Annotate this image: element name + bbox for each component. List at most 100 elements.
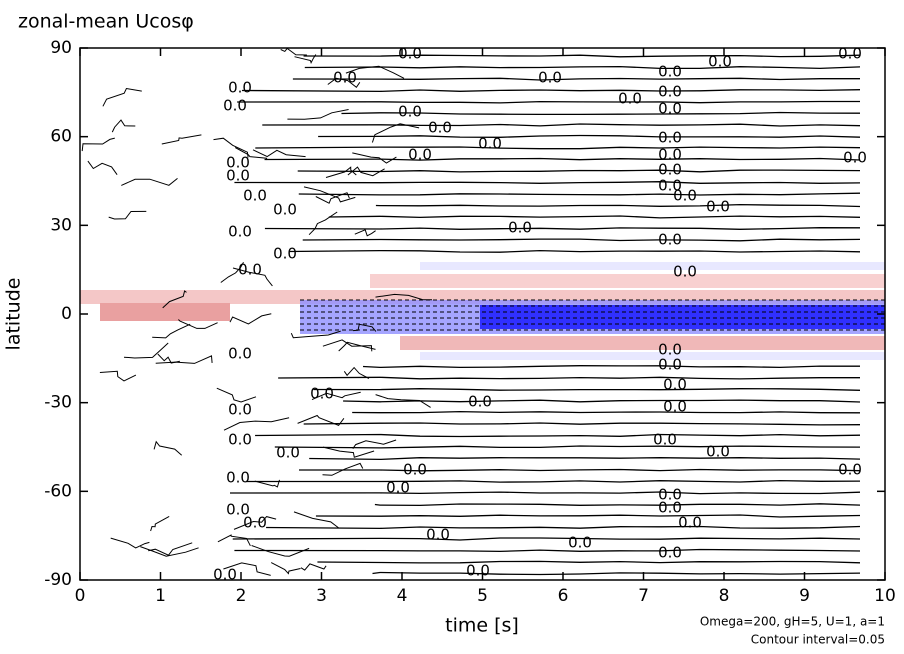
- contour-label: 0.0: [466, 562, 490, 580]
- contour-line: [230, 491, 861, 495]
- x-tick-label: 5: [477, 586, 488, 606]
- contour-line: [150, 515, 170, 532]
- contour-line: [264, 157, 861, 161]
- contour-line: [322, 339, 373, 352]
- contour-lines: [81, 47, 885, 576]
- contour-label: 0.0: [276, 444, 300, 462]
- contour-label: 0.0: [838, 461, 862, 479]
- contour-line: [287, 109, 349, 120]
- contour-line: [288, 249, 861, 253]
- contour-line: [309, 457, 861, 461]
- contour-line: [374, 503, 861, 507]
- contour-line: [297, 414, 345, 427]
- contour-line: [157, 353, 181, 364]
- contour-line: [299, 468, 861, 472]
- x-tick-label: 0: [75, 586, 86, 606]
- contour-label: 0.0: [618, 90, 642, 108]
- annotation: Omega=200, gH=5, U=1, a=1: [700, 615, 885, 629]
- contour-line: [315, 192, 350, 204]
- contour-line: [223, 417, 290, 431]
- contour-line: [375, 394, 431, 408]
- contour-label: 0.0: [658, 161, 682, 179]
- contour-label: 0.0: [408, 146, 432, 164]
- contour-line: [108, 210, 147, 220]
- contour-line: [362, 365, 861, 369]
- contour-label: 0.0: [273, 245, 297, 263]
- contour-label: 0.0: [658, 486, 682, 504]
- contour-line: [311, 391, 361, 401]
- x-tick-label: 10: [874, 586, 896, 606]
- contour-label: 0.0: [386, 479, 410, 497]
- y-tick-label: 0: [61, 304, 72, 324]
- contour-label: 0.0: [478, 135, 502, 153]
- contour-line: [217, 534, 251, 547]
- y-tick-label: 60: [50, 127, 72, 147]
- contour-line: [111, 119, 136, 133]
- contour-line: [264, 227, 861, 230]
- contour-label: 0.0: [658, 341, 682, 359]
- contour-line: [317, 560, 861, 564]
- contour-line: [347, 166, 385, 177]
- x-tick-label: 3: [316, 586, 327, 606]
- contour-line: [233, 516, 277, 530]
- contour-line: [220, 262, 244, 283]
- contour-line: [99, 370, 137, 382]
- contour-line: [155, 355, 213, 364]
- contour-line: [254, 479, 280, 488]
- contour-line: [270, 562, 301, 575]
- contour-line: [303, 422, 861, 426]
- x-tick-label: 7: [638, 586, 649, 606]
- contour-label: 0.0: [658, 499, 682, 517]
- contour-label: 0.0: [403, 461, 427, 479]
- contour-label: 0.0: [658, 356, 682, 374]
- contour-label: 0.0: [310, 385, 334, 403]
- contour-line: [216, 387, 257, 403]
- contour-label: 0.0: [398, 103, 422, 121]
- contour-line: [352, 410, 861, 414]
- contour-label: 0.0: [708, 53, 732, 71]
- field-shading: [80, 262, 885, 360]
- contour-line: [327, 77, 361, 89]
- contour-label: 0.0: [658, 100, 682, 118]
- contour-label: 0.0: [226, 154, 250, 172]
- contour-label: 0.0: [228, 79, 252, 97]
- contour-line: [234, 147, 268, 161]
- contour-label: 0.0: [226, 469, 250, 487]
- contour-line: [315, 514, 861, 518]
- x-tick-label: 1: [155, 586, 166, 606]
- x-axis-label: time [s]: [445, 615, 519, 637]
- x-tick-label: 8: [719, 586, 730, 606]
- contour-line: [338, 341, 376, 352]
- contour-line: [352, 439, 397, 449]
- contour-label: 0.0: [228, 431, 252, 449]
- contour-line: [232, 267, 273, 287]
- contour-line: [313, 388, 861, 391]
- contour-line: [343, 399, 861, 403]
- contour-line: [371, 123, 420, 143]
- contour-line: [341, 111, 861, 116]
- contour-line: [161, 134, 202, 145]
- contour-label: 0.0: [658, 544, 682, 562]
- contour-label: 0.0: [658, 63, 682, 81]
- contour-label: 0.0: [226, 501, 250, 519]
- contour-label: 0.0: [243, 514, 267, 532]
- chart-title: zonal-mean Ucosφ: [18, 11, 194, 33]
- contour-line: [162, 290, 187, 309]
- x-tick-label: 2: [236, 586, 247, 606]
- contour-line: [303, 54, 861, 58]
- contour-label: 0.0: [706, 443, 730, 461]
- contour-line: [252, 149, 306, 158]
- contour-line: [343, 366, 370, 379]
- contour-label: 0.0: [658, 83, 682, 101]
- y-tick-label: -60: [44, 481, 72, 501]
- contour-line: [232, 537, 861, 541]
- contour-line: [302, 238, 861, 242]
- contour-label: 0.0: [228, 223, 252, 241]
- contour-line: [234, 548, 861, 553]
- contour-line: [300, 563, 327, 571]
- contour-line: [328, 215, 861, 219]
- contour-label: 0.0: [658, 177, 682, 195]
- contour-line: [102, 87, 142, 107]
- contour-line: [246, 479, 861, 483]
